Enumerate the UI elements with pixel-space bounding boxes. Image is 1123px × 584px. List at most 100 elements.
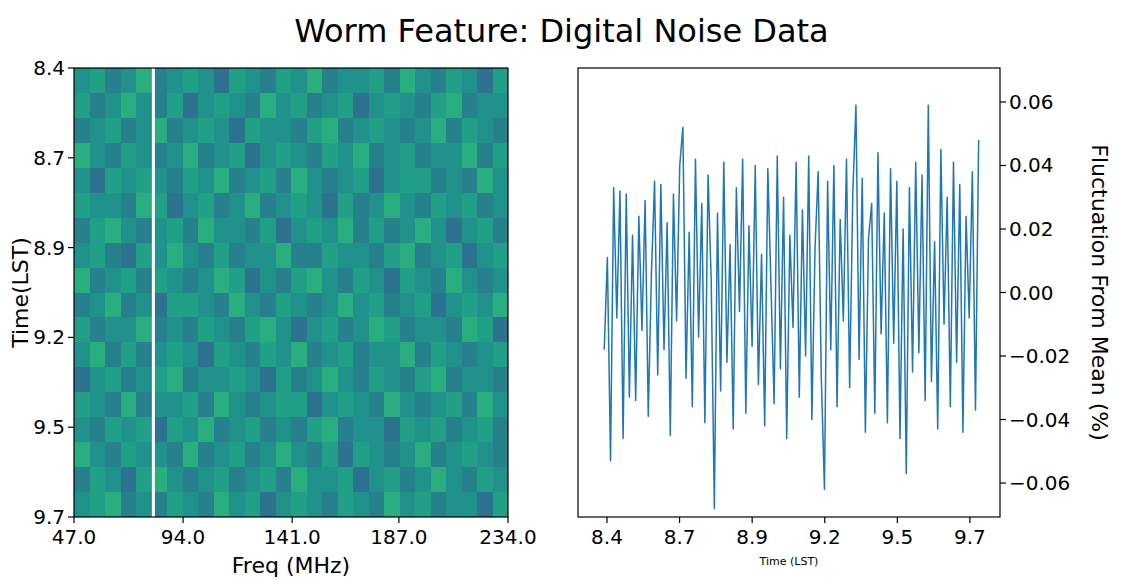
heatmap-cell <box>260 68 276 94</box>
heatmap-cell <box>245 392 261 418</box>
heatmap-cell <box>400 268 416 294</box>
heatmap-cell <box>229 293 245 319</box>
heatmap-cell <box>121 243 137 269</box>
heatmap-cell <box>291 492 307 517</box>
heatmap-cell <box>369 68 385 94</box>
heatmap-cell <box>276 168 292 194</box>
heatmap-cell <box>90 168 106 194</box>
heatmap-cell <box>369 442 385 468</box>
heatmap-cell <box>105 143 121 169</box>
heatmap-cell <box>415 68 431 94</box>
heatmap-cell <box>322 168 338 194</box>
heatmap-cell <box>136 68 152 94</box>
heatmap-cell <box>214 193 230 219</box>
heatmap-cell <box>322 243 338 269</box>
heatmap-cell <box>167 442 183 468</box>
heatmap-cell <box>276 442 292 468</box>
heatmap-cell <box>245 293 261 319</box>
heatmap-cell <box>276 93 292 119</box>
x-tick-label: 8.9 <box>736 525 768 549</box>
heatmap-cell <box>384 268 400 294</box>
heatmap-cell <box>353 243 369 269</box>
heatmap-cell <box>307 392 323 418</box>
heatmap-cell <box>276 467 292 493</box>
heatmap-cell <box>415 93 431 119</box>
heatmap-cell <box>400 467 416 493</box>
heatmap-cell <box>477 168 493 194</box>
heatmap-cell <box>384 93 400 119</box>
heatmap-cell <box>121 68 137 94</box>
heatmap-cell <box>105 168 121 194</box>
heatmap-cell <box>105 417 121 443</box>
heatmap-cell <box>105 317 121 343</box>
heatmap-cell <box>260 392 276 418</box>
heatmap-cell <box>74 218 90 244</box>
heatmap-cell <box>322 417 338 443</box>
heatmap-cell <box>322 143 338 169</box>
heatmap-cell <box>353 392 369 418</box>
x-tick <box>398 517 399 523</box>
heatmap-cell <box>90 118 106 144</box>
heatmap-cell <box>260 143 276 169</box>
heatmap-cell <box>338 218 354 244</box>
heatmap-cell <box>121 467 137 493</box>
heatmap-cell <box>322 293 338 319</box>
heatmap-cell <box>276 293 292 319</box>
heatmap-cell <box>291 193 307 219</box>
heatmap-cell <box>136 442 152 468</box>
heatmap-cell <box>446 342 462 368</box>
heatmap-cell <box>198 442 214 468</box>
heatmap-cell <box>229 243 245 269</box>
heatmap-cell <box>74 118 90 144</box>
heatmap-cell <box>183 467 199 493</box>
heatmap-cell <box>462 342 478 368</box>
heatmap-cell <box>183 168 199 194</box>
heatmap-cell <box>260 268 276 294</box>
heatmap-cell <box>322 118 338 144</box>
heatmap-cell <box>431 417 447 443</box>
y-tick-label: 9.7 <box>33 505 65 529</box>
heatmap-cell <box>338 392 354 418</box>
heatmap-cell <box>229 118 245 144</box>
y-tick <box>1000 482 1006 483</box>
heatmap-cell <box>307 218 323 244</box>
heatmap-cell <box>493 317 509 343</box>
heatmap-cell <box>105 93 121 119</box>
heatmap-cell <box>369 392 385 418</box>
heatmap-cell <box>90 218 106 244</box>
x-tick <box>679 517 680 523</box>
heatmap-cell <box>477 93 493 119</box>
heatmap-cell <box>322 442 338 468</box>
heatmap-cell <box>384 492 400 517</box>
heatmap-cell <box>493 243 509 269</box>
heatmap-cell <box>400 143 416 169</box>
heatmap-cell <box>276 417 292 443</box>
heatmap-cell <box>291 467 307 493</box>
heatmap-cell <box>136 342 152 368</box>
heatmap-cell <box>276 143 292 169</box>
heatmap-cell <box>431 93 447 119</box>
y-tick-label: 0.06 <box>1009 90 1054 114</box>
heatmap-cell <box>415 367 431 393</box>
heatmap-cell <box>322 93 338 119</box>
heatmap-cell <box>198 492 214 517</box>
heatmap-cell <box>493 218 509 244</box>
heatmap-cell <box>260 417 276 443</box>
heatmap-cell <box>384 342 400 368</box>
heatmap-cell <box>446 367 462 393</box>
heatmap-cell <box>462 417 478 443</box>
heatmap-cell <box>384 218 400 244</box>
heatmap-cell <box>183 492 199 517</box>
heatmap-cell <box>369 467 385 493</box>
heatmap-cell <box>245 417 261 443</box>
heatmap-cell <box>431 143 447 169</box>
x-tick-label: 9.5 <box>881 525 913 549</box>
heatmap-cell <box>74 492 90 517</box>
heatmap-cell <box>167 243 183 269</box>
heatmap-cell <box>291 367 307 393</box>
heatmap-cell <box>446 243 462 269</box>
heatmap-cell <box>90 367 106 393</box>
heatmap-cell <box>229 442 245 468</box>
y-tick <box>1000 165 1006 166</box>
heatmap-cell <box>384 243 400 269</box>
